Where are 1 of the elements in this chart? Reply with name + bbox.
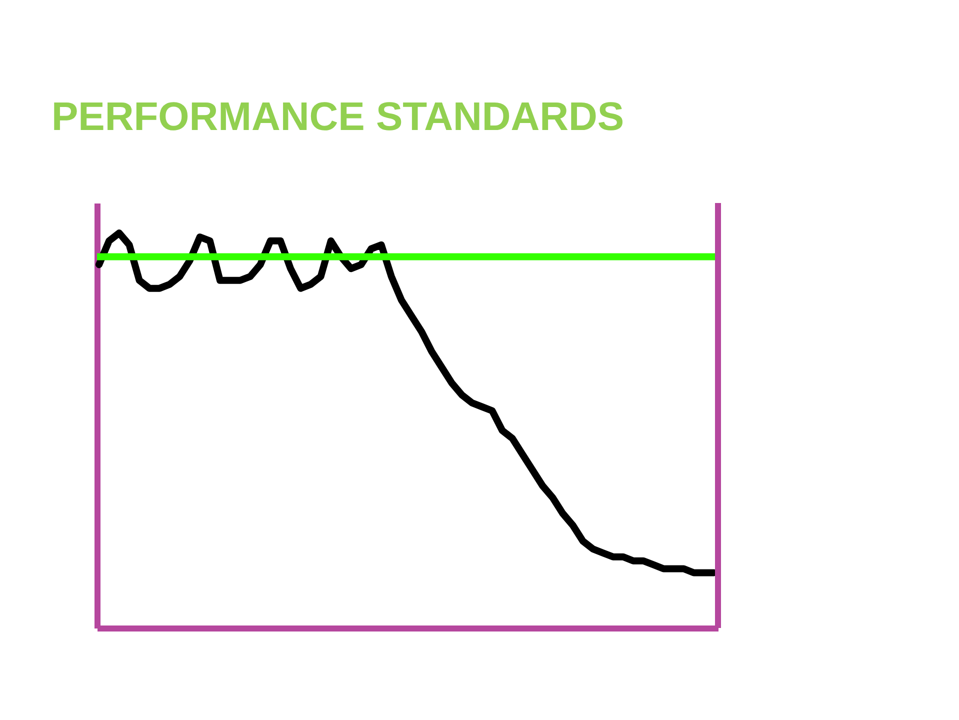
chart-title: PERFORMANCE STANDARDS: [52, 95, 624, 139]
